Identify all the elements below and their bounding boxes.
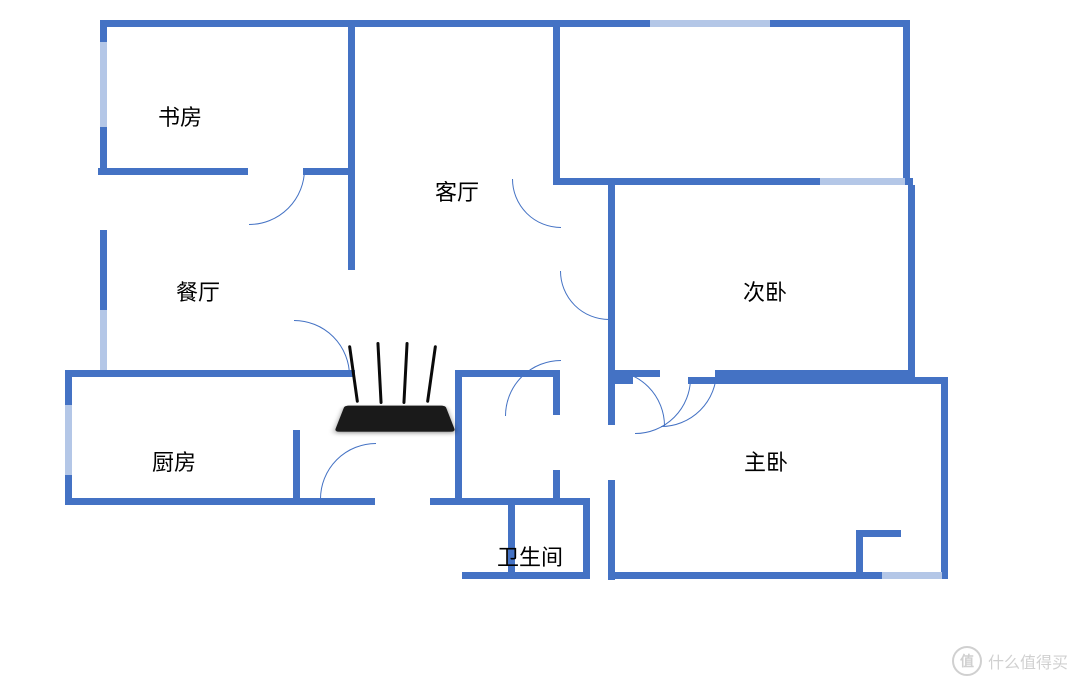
wall-segment xyxy=(941,377,948,577)
wall-segment xyxy=(348,225,355,270)
room-label-secondary: 次卧 xyxy=(743,275,787,307)
door-arc xyxy=(505,360,617,472)
wall-segment xyxy=(455,370,462,505)
router-icon xyxy=(334,406,455,432)
wall-segment xyxy=(583,498,590,578)
room-label-kitchen: 厨房 xyxy=(152,445,196,477)
wall-segment xyxy=(608,185,615,370)
room-label-dining: 餐厅 xyxy=(176,275,220,307)
wall-segment xyxy=(903,20,910,178)
wall-segment xyxy=(65,498,300,505)
wall-segment xyxy=(608,480,615,580)
wall-segment xyxy=(100,20,910,27)
room-label-living: 客厅 xyxy=(435,175,479,207)
door-arc xyxy=(579,322,691,434)
window-segment xyxy=(820,178,905,185)
room-label-bathroom: 卫生间 xyxy=(497,540,563,572)
router-antenna xyxy=(426,345,437,403)
wall-segment xyxy=(293,430,300,505)
watermark-text: 什么值得买 xyxy=(988,649,1068,673)
room-label-study: 书房 xyxy=(158,100,202,132)
watermark: 值 什么值得买 xyxy=(952,646,1068,676)
wall-segment xyxy=(462,572,590,579)
wall-segment xyxy=(98,168,248,175)
wall-segment xyxy=(908,185,915,370)
wall-segment xyxy=(300,498,375,505)
wall-segment xyxy=(856,530,901,537)
window-segment xyxy=(100,310,107,370)
window-segment xyxy=(65,405,72,475)
wall-segment xyxy=(458,498,588,505)
wall-segment xyxy=(715,370,915,377)
wall-segment xyxy=(348,20,355,230)
floorplan-canvas: 书房客厅餐厅 次卧厨房 主卧卫生间 xyxy=(0,0,1080,686)
window-segment xyxy=(882,572,942,579)
router-antenna xyxy=(402,342,408,404)
window-segment xyxy=(100,42,107,127)
window-segment xyxy=(650,20,770,27)
room-label-master: 主卧 xyxy=(744,445,788,477)
router-antenna xyxy=(376,342,382,404)
wall-segment xyxy=(303,168,353,175)
wall-segment xyxy=(553,20,560,178)
wall-segment xyxy=(430,498,460,505)
wall-segment xyxy=(688,377,948,384)
watermark-badge-icon: 值 xyxy=(952,646,982,676)
